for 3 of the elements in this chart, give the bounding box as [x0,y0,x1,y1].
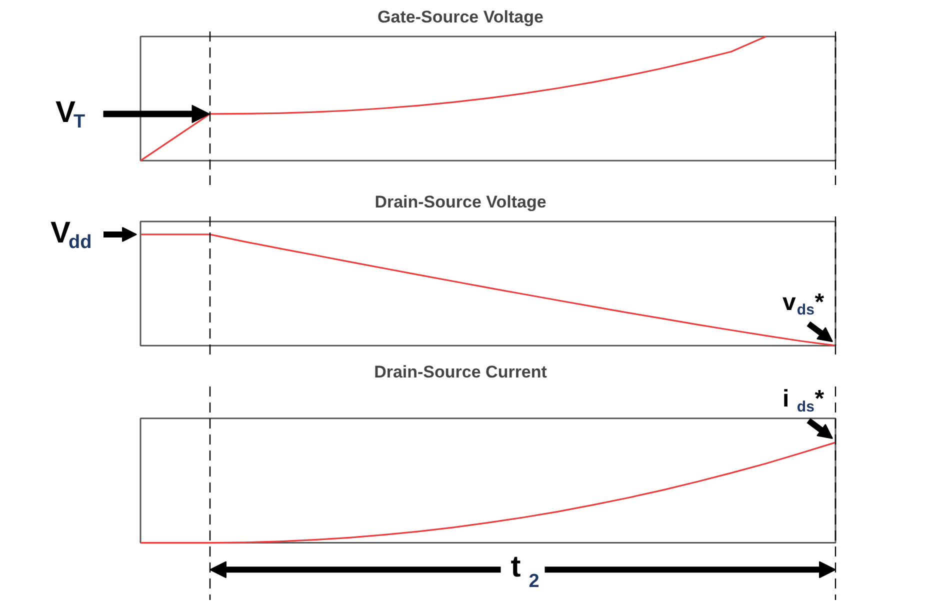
chart-title: Drain-Source Current [374,362,548,382]
chart-title: Gate-Source Voltage [378,8,544,26]
chart-title: Drain-Source Voltage [374,192,546,212]
